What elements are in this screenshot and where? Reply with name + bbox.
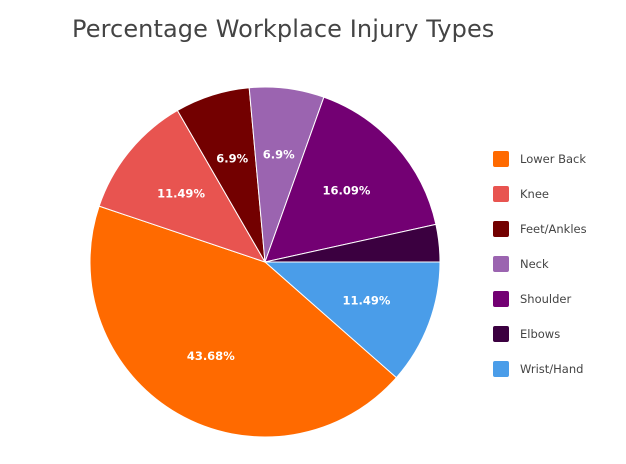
legend-label-lower-back: Lower Back [520,152,586,166]
data-label-neck: 6.9% [263,147,295,161]
legend-item-neck[interactable]: Neck [493,256,549,272]
legend-swatch-feet-ankles [493,221,509,237]
legend-swatch-lower-back [493,151,509,167]
data-label-shoulder: 16.09% [322,183,370,197]
legend-label-feet-ankles: Feet/Ankles [520,222,587,236]
legend-item-shoulder[interactable]: Shoulder [493,291,571,307]
legend-label-wrist-hand: Wrist/Hand [520,362,583,376]
pie-slice-elbows[interactable] [264,223,441,263]
data-label-wrist-hand: 11.49% [343,293,391,307]
pie-slices [89,86,441,438]
pie-slice-shoulder[interactable] [264,96,437,263]
legend-label-elbows: Elbows [520,327,560,341]
pie-slice-wrist-hand[interactable] [263,261,441,379]
data-label-knee: 11.49% [157,186,205,200]
legend-swatch-neck [493,256,509,272]
legend-item-knee[interactable]: Knee [493,186,549,202]
data-label-lower-back: 43.68% [187,349,235,363]
legend: Lower Back Knee Feet/Ankles Neck Shoulder Elb… [493,151,587,377]
pie-slice-knee[interactable] [98,109,267,263]
legend-swatch-wrist-hand [493,361,509,377]
legend-item-lower-back[interactable]: Lower Back [493,151,586,167]
legend-swatch-shoulder [493,291,509,307]
data-label-feet-ankles: 6.9% [216,152,248,166]
pie-slice-lower-back[interactable] [89,205,398,438]
legend-swatch-elbows [493,326,509,342]
legend-label-knee: Knee [520,187,549,201]
legend-item-wrist-hand[interactable]: Wrist/Hand [493,361,583,377]
legend-label-neck: Neck [520,257,549,271]
legend-swatch-knee [493,186,509,202]
pie-data-labels: 11.49% 43.68% 11.49% 6.9% 6.9% 16.09% [157,147,391,363]
chart-title: Percentage Workplace Injury Types [72,15,495,43]
legend-label-shoulder: Shoulder [520,292,571,306]
legend-item-feet-ankles[interactable]: Feet/Ankles [493,221,587,237]
legend-item-elbows[interactable]: Elbows [493,326,560,342]
